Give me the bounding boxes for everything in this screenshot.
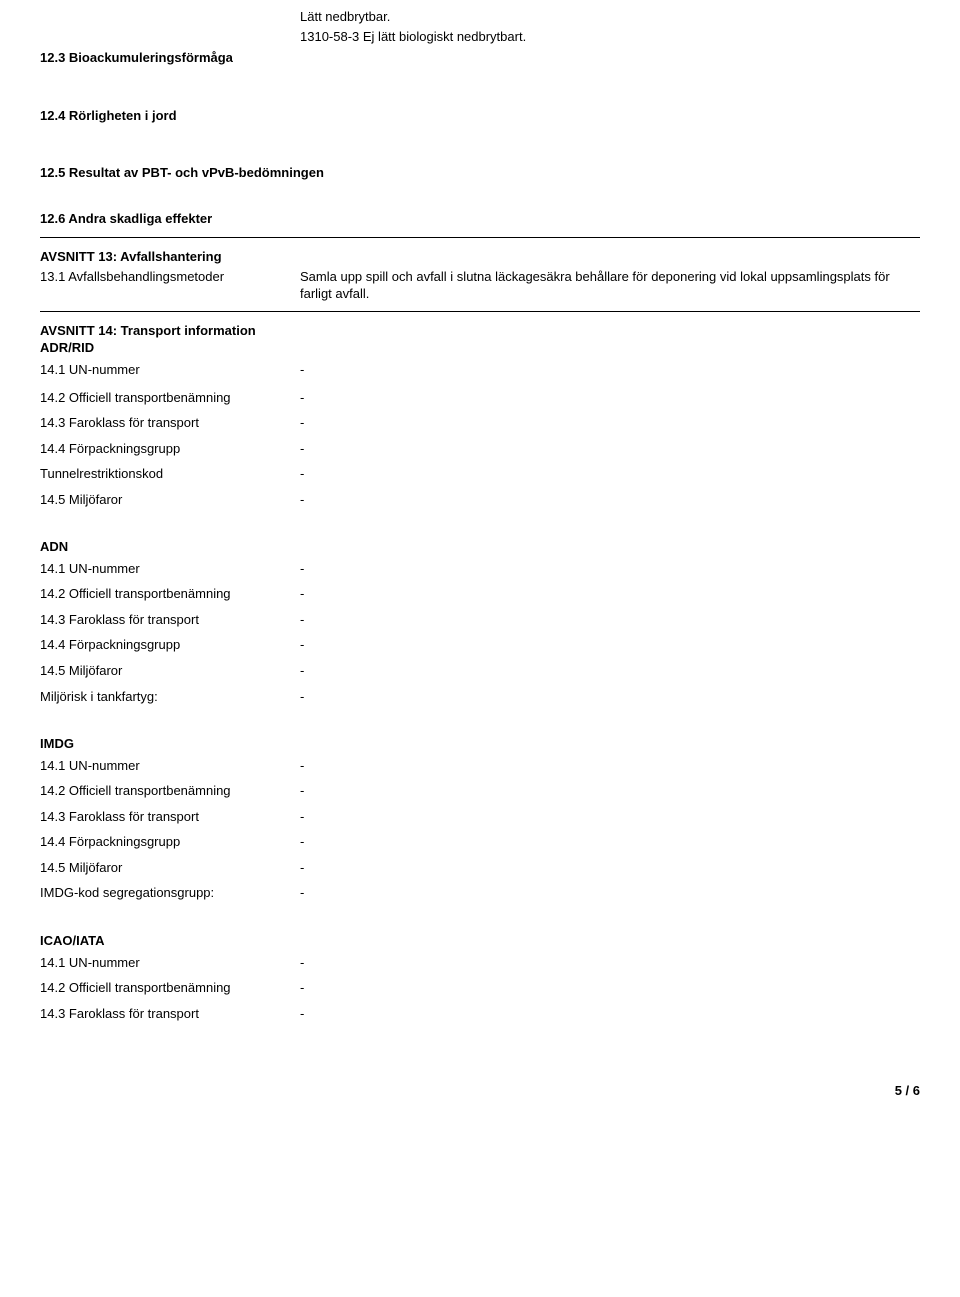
page-number: 5 / 6 [40, 1082, 920, 1100]
kv-label: 14.2 Officiell transportbenämning [40, 389, 300, 407]
label-13-1: 13.1 Avfallsbehandlingsmetoder [40, 268, 300, 303]
divider [40, 237, 920, 238]
kv-value: - [300, 884, 920, 902]
group-adr-rid: ADR/RID 14.1 UN-nummer- 14.2 Officiell t… [40, 339, 920, 508]
group-title-adn: ADN [40, 538, 920, 556]
kv-value: - [300, 954, 920, 972]
heading-12-6: 12.6 Andra skadliga effekter [40, 210, 920, 228]
kv-value: - [300, 833, 920, 851]
kv-value: - [300, 662, 920, 680]
kv-label: 14.2 Officiell transportbenämning [40, 979, 300, 997]
group-icao-iata: ICAO/IATA 14.1 UN-nummer- 14.2 Officiell… [40, 932, 920, 1022]
kv-value: - [300, 361, 920, 379]
kv-value: - [300, 757, 920, 775]
kv-label: 14.1 UN-nummer [40, 757, 300, 775]
kv-value: - [300, 688, 920, 706]
kv-label: 14.2 Officiell transportbenämning [40, 585, 300, 603]
kv-value: - [300, 465, 920, 483]
kv-value: - [300, 440, 920, 458]
kv-value: - [300, 491, 920, 509]
kv-label: 14.3 Faroklass för transport [40, 1005, 300, 1023]
kv-label: 14.5 Miljöfaror [40, 491, 300, 509]
kv-label: 14.3 Faroklass för transport [40, 414, 300, 432]
kv-value: - [300, 389, 920, 407]
kv-value: - [300, 560, 920, 578]
kv-label: 14.4 Förpackningsgrupp [40, 833, 300, 851]
section-12-3: 12.3 Bioackumuleringsförmåga [40, 49, 920, 67]
kv-value: - [300, 636, 920, 654]
value-13-1: Samla upp spill och avfall i slutna läck… [300, 268, 920, 303]
kv-label: 14.2 Officiell transportbenämning [40, 782, 300, 800]
heading-12-4: 12.4 Rörligheten i jord [40, 107, 920, 125]
group-imdg: IMDG 14.1 UN-nummer- 14.2 Officiell tran… [40, 735, 920, 902]
kv-label: 14.5 Miljöfaror [40, 859, 300, 877]
heading-section-14: AVSNITT 14: Transport information [40, 322, 920, 340]
kv-value: - [300, 585, 920, 603]
section-13: AVSNITT 13: Avfallshantering 13.1 Avfall… [40, 248, 920, 303]
heading-section-13: AVSNITT 13: Avfallshantering [40, 248, 920, 266]
kv-value: - [300, 782, 920, 800]
kv-value: - [300, 414, 920, 432]
group-title-imdg: IMDG [40, 735, 920, 753]
kv-label: Miljörisk i tankfartyg: [40, 688, 300, 706]
kv-label: 14.1 UN-nummer [40, 560, 300, 578]
kv-label: 14.5 Miljöfaror [40, 662, 300, 680]
kv-label: IMDG-kod segregationsgrupp: [40, 884, 300, 902]
group-title-adr-rid: ADR/RID [40, 339, 920, 357]
kv-value: - [300, 859, 920, 877]
kv-value: - [300, 611, 920, 629]
heading-12-5: 12.5 Resultat av PBT- och vPvB-bedömning… [40, 164, 920, 182]
kv-label: 14.1 UN-nummer [40, 361, 300, 379]
kv-label: Tunnelrestriktionskod [40, 465, 300, 483]
kv-value: - [300, 1005, 920, 1023]
group-adn: ADN 14.1 UN-nummer- 14.2 Officiell trans… [40, 538, 920, 705]
top-line-2: 1310-58-3 Ej lätt biologiskt nedbrytbart… [300, 28, 920, 46]
top-value-block: Lätt nedbrytbar. 1310-58-3 Ej lätt biolo… [300, 8, 920, 45]
section-14: AVSNITT 14: Transport information ADR/RI… [40, 322, 920, 1022]
group-title-icao: ICAO/IATA [40, 932, 920, 950]
kv-label: 14.4 Förpackningsgrupp [40, 636, 300, 654]
divider [40, 311, 920, 312]
heading-12-3: 12.3 Bioackumuleringsförmåga [40, 49, 300, 67]
kv-label: 14.3 Faroklass för transport [40, 808, 300, 826]
top-line-1: Lätt nedbrytbar. [300, 8, 920, 26]
kv-label: 14.3 Faroklass för transport [40, 611, 300, 629]
kv-label: 14.4 Förpackningsgrupp [40, 440, 300, 458]
kv-value: - [300, 979, 920, 997]
kv-label: 14.1 UN-nummer [40, 954, 300, 972]
kv-value: - [300, 808, 920, 826]
